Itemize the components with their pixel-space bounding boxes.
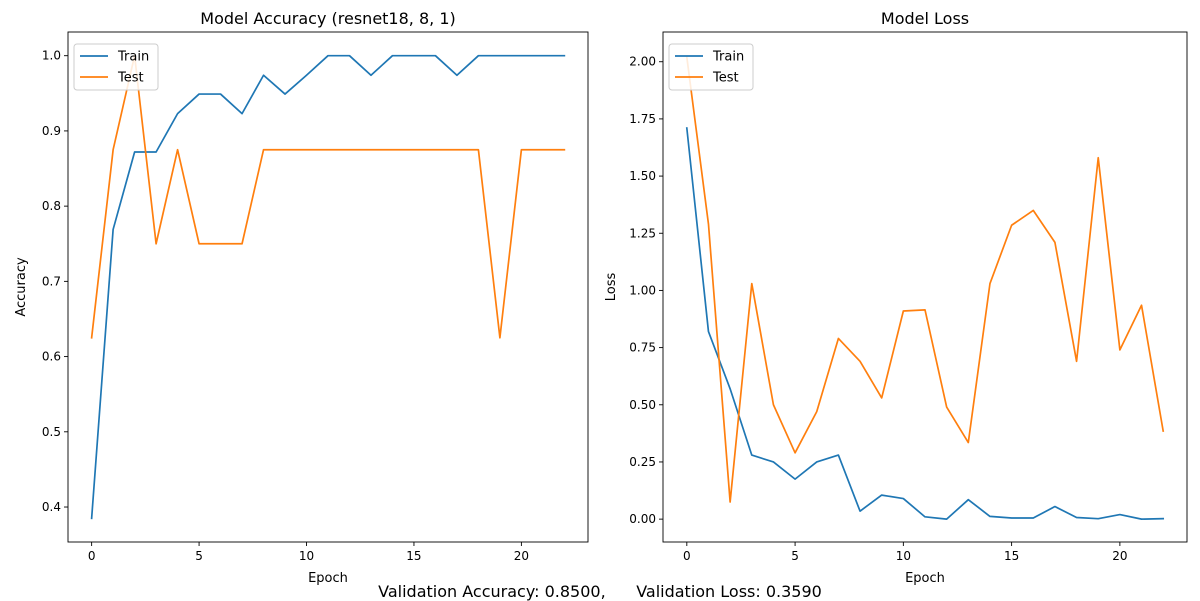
chart0-y-tick-label: 0.4 (42, 500, 61, 514)
chart0-y-axis-label: Accuracy (14, 257, 29, 317)
chart1-y-tick-label: 2.00 (629, 55, 656, 69)
chart1-x-tick-label: 15 (1004, 549, 1019, 563)
chart0-axes-frame (67, 31, 589, 543)
chart1-x-tick-label: 5 (791, 549, 799, 563)
chart1-y-axis-label: Loss (604, 273, 619, 302)
chart0-x-tick-label: 20 (514, 549, 529, 563)
chart0-title: Model Accuracy (resnet18, 8, 1) (200, 9, 455, 28)
chart0-x-axis-label: Epoch (308, 571, 348, 586)
chart0-series-line-train (90, 54, 566, 520)
chart0-y-tick-label: 1.0 (42, 49, 61, 63)
chart0-legend-label-test: Test (117, 71, 144, 86)
chart0-y-tick-label: 0.8 (42, 199, 61, 213)
chart1-title: Model Loss (881, 9, 969, 28)
loss-chart: Model Loss 0 5 10 15 20 0.00 0.25 0.50 0.75 1.00 1.… (604, 9, 1188, 586)
chart0-y-tick-label: 0.7 (42, 274, 61, 288)
chart1-x-tick-label: 10 (896, 549, 911, 563)
validation-summary: Validation Accuracy: 0.8500, Validation … (0, 582, 1200, 601)
chart1-y-tick-label: 0.00 (629, 512, 656, 526)
chart1-y-tick-label: 0.50 (629, 398, 656, 412)
chart1-y-tick-label: 0.75 (629, 341, 656, 355)
chart0-x-tick-label: 5 (195, 549, 203, 563)
chart1-y-tick-label: 1.00 (629, 283, 656, 297)
chart0-y-tick-label: 0.6 (42, 350, 61, 364)
chart1-legend-label-test: Test (712, 71, 739, 86)
chart1-series-line-test (685, 56, 1165, 503)
chart1-legend-label-train: Train (712, 50, 744, 65)
chart1-x-axis-label: Epoch (905, 571, 945, 586)
validation-accuracy-text: Validation Accuracy: 0.8500, (378, 582, 606, 601)
validation-loss-text: Validation Loss: 0.3590 (636, 582, 822, 601)
chart1-x-tick-label: 0 (683, 549, 691, 563)
chart0-x-tick-label: 15 (406, 549, 421, 563)
chart1-y-tick-label: 0.25 (629, 455, 656, 469)
chart1-y-tick-label: 1.75 (629, 112, 656, 126)
chart0-y-tick-label: 0.5 (42, 425, 61, 439)
chart0-x-tick-label: 10 (299, 549, 314, 563)
accuracy-chart: Model Accuracy (resnet18, 8, 1) 0 5 10 15 20 0… (14, 9, 589, 586)
chart1-axes-frame (662, 31, 1188, 543)
chart1-x-tick-label: 20 (1112, 549, 1127, 563)
chart0-legend-label-train: Train (117, 50, 149, 65)
chart0-y-tick-label: 0.9 (42, 124, 61, 138)
chart0-x-tick-label: 0 (88, 549, 96, 563)
chart1-y-tick-label: 1.50 (629, 169, 656, 183)
chart1-y-tick-label: 1.25 (629, 226, 656, 240)
chart0-series-line-test (90, 54, 566, 339)
chart1-series-line-train (685, 127, 1165, 520)
